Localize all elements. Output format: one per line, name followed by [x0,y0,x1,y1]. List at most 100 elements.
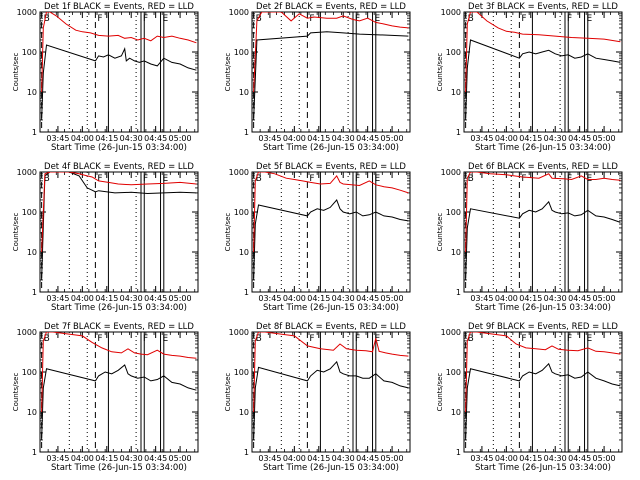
region-label: F [143,174,148,184]
x-tick-label: 04:30 [120,134,143,143]
x-tick-label: 04:00 [495,294,518,303]
y-tick-label: 1000 [229,168,249,177]
events-series-line [41,364,197,441]
x-tick-label: 04:30 [120,294,143,303]
y-tick-label: 1000 [17,168,37,177]
x-tick-label: 04:45 [144,294,167,303]
x-tick-label: 04:15 [95,294,118,303]
x-axis-label: Start Time (26-Jun-15 03:34:00) [51,143,187,153]
x-tick-label: 04:00 [71,134,94,143]
x-tick-label: 03:45 [470,134,493,143]
x-axis-label: Start Time (26-Jun-15 03:34:00) [51,303,187,313]
x-tick-label: 05:00 [381,294,404,303]
lld-series-line [41,12,197,93]
y-tick-label: 1 [32,448,37,457]
region-label: F [521,174,526,184]
lld-series-line [465,12,621,93]
y-tick-label: 1 [32,128,37,137]
x-tick-label: 04:30 [332,294,355,303]
panel-title: Det 2f BLACK = Events, RED = LLD [256,2,406,12]
events-series-line [465,39,621,121]
panel-title: Det 6f BLACK = Events, RED = LLD [468,162,618,172]
x-axis-label: Start Time (26-Jun-15 03:34:00) [263,143,399,153]
y-tick-label: 100 [234,48,249,57]
lld-series-line [465,332,621,413]
x-tick-label: 04:30 [544,294,567,303]
y-tick-label: 1000 [229,328,249,337]
region-label: F [309,14,314,24]
y-tick-label: 100 [446,368,461,377]
y-tick-label: 1 [244,288,249,297]
y-axis-label: Counts/sec [12,213,20,252]
x-axis-label: Start Time (26-Jun-15 03:34:00) [263,463,399,473]
x-tick-label: 04:15 [95,454,118,463]
y-tick-label: 1000 [441,8,461,17]
events-series-line [465,200,621,281]
x-tick-label: 03:45 [470,294,493,303]
region-label: F [309,174,314,184]
y-axis-label: Counts/sec [224,373,232,412]
y-tick-label: 10 [27,248,37,257]
x-tick-label: 05:00 [381,134,404,143]
x-tick-label: 04:15 [307,294,330,303]
x-tick-label: 04:45 [144,134,167,143]
region-label: E [375,334,381,344]
y-tick-label: 100 [446,208,461,217]
x-tick-label: 04:15 [519,294,542,303]
events-series-line [253,31,409,121]
y-tick-label: 100 [234,208,249,217]
x-tick-label: 03:45 [258,134,281,143]
panel-title: Det 1f BLACK = Events, RED = LLD [44,2,194,12]
lld-series-line [41,332,197,413]
y-axis-label: Counts/sec [224,213,232,252]
x-tick-label: 03:45 [258,294,281,303]
detector-panel: Det 7f BLACK = Events, RED = LLD 1 10 100 10… [12,322,199,473]
lld-series-line [253,332,409,413]
region-label: B [468,174,474,184]
x-tick-label: 04:45 [568,454,591,463]
panel-title: Det 3f BLACK = Events, RED = LLD [468,2,618,12]
region-label: B [468,334,474,344]
x-tick-label: 04:00 [495,134,518,143]
x-tick-label: 05:00 [169,454,192,463]
region-label: B [256,14,262,24]
y-tick-label: 10 [239,248,249,257]
events-series-line [253,199,409,281]
x-tick-label: 04:00 [283,134,306,143]
lld-series-line [465,172,621,253]
y-tick-label: 10 [451,88,461,97]
x-tick-label: 05:00 [593,134,616,143]
detector-panel: Det 5f BLACK = Events, RED = LLD 1 10 100 10… [224,162,411,313]
x-axis-label: Start Time (26-Jun-15 03:34:00) [51,463,187,473]
x-tick-label: 04:00 [71,294,94,303]
y-tick-label: 10 [239,408,249,417]
y-tick-label: 100 [22,48,37,57]
y-tick-label: 10 [451,408,461,417]
region-label: B [468,14,474,24]
y-tick-label: 1000 [17,328,37,337]
x-tick-label: 04:30 [332,454,355,463]
x-tick-label: 04:00 [283,294,306,303]
region-label: F [97,334,102,344]
events-series-line [41,172,197,281]
x-tick-label: 04:00 [495,454,518,463]
y-axis-label: Counts/sec [12,373,20,412]
x-tick-label: 04:45 [568,294,591,303]
region-label: F [521,334,526,344]
region-label: E [163,174,169,184]
x-tick-label: 03:45 [46,134,69,143]
y-tick-label: 1 [244,128,249,137]
y-tick-label: 1000 [441,168,461,177]
lld-series-line [253,172,409,253]
x-tick-label: 04:00 [283,454,306,463]
y-tick-label: 1 [456,288,461,297]
y-tick-label: 1000 [229,8,249,17]
x-tick-label: 05:00 [593,294,616,303]
region-label: E [587,334,593,344]
x-tick-label: 04:45 [356,134,379,143]
region-label: E [375,14,381,24]
y-tick-label: 10 [27,408,37,417]
region-label: E [375,174,381,184]
y-tick-label: 100 [446,48,461,57]
region-label: B [44,14,50,24]
